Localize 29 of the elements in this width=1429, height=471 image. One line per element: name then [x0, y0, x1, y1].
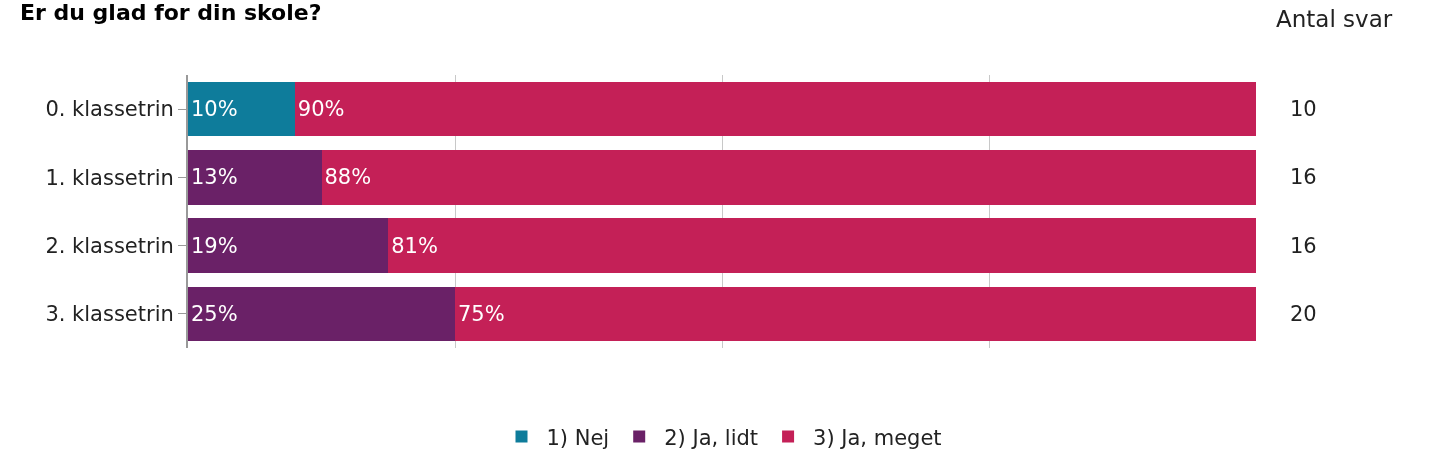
bar [188, 286, 455, 342]
data-label: 88% [324, 165, 372, 190]
y-tick-label: 3. klassetrin [45, 302, 174, 327]
data-label: 25% [191, 301, 238, 326]
data-label: 19% [191, 233, 238, 258]
bar [294, 81, 1256, 137]
text: Antal svar [1276, 6, 1393, 32]
bar [321, 150, 1256, 205]
bar [188, 81, 295, 137]
legend-label: 1) Nej [546, 425, 610, 450]
text: 10 [1290, 97, 1317, 121]
legend-label: 2) Ja, lidt [664, 425, 759, 450]
data-label: 81% [391, 233, 438, 258]
bar [188, 218, 389, 273]
bar [388, 218, 1256, 273]
data-label: 10% [191, 97, 238, 122]
chart-title: Er du glad for din skole? [20, 0, 322, 26]
text: 16 [1290, 234, 1317, 258]
y-tick-label: 1. klassetrin [45, 165, 174, 190]
data-label: 13% [191, 165, 238, 190]
y-tick-label: 2. klassetrin [45, 233, 174, 258]
text: 16 [1290, 165, 1317, 189]
legend-label: 3) Ja, meget [813, 425, 942, 450]
y-tick-label: 0. klassetrin [45, 97, 174, 122]
bar [188, 150, 322, 205]
bar [455, 286, 1256, 342]
text: 20 [1290, 302, 1317, 326]
data-label: 90% [297, 97, 345, 122]
data-label: 75% [458, 301, 505, 326]
